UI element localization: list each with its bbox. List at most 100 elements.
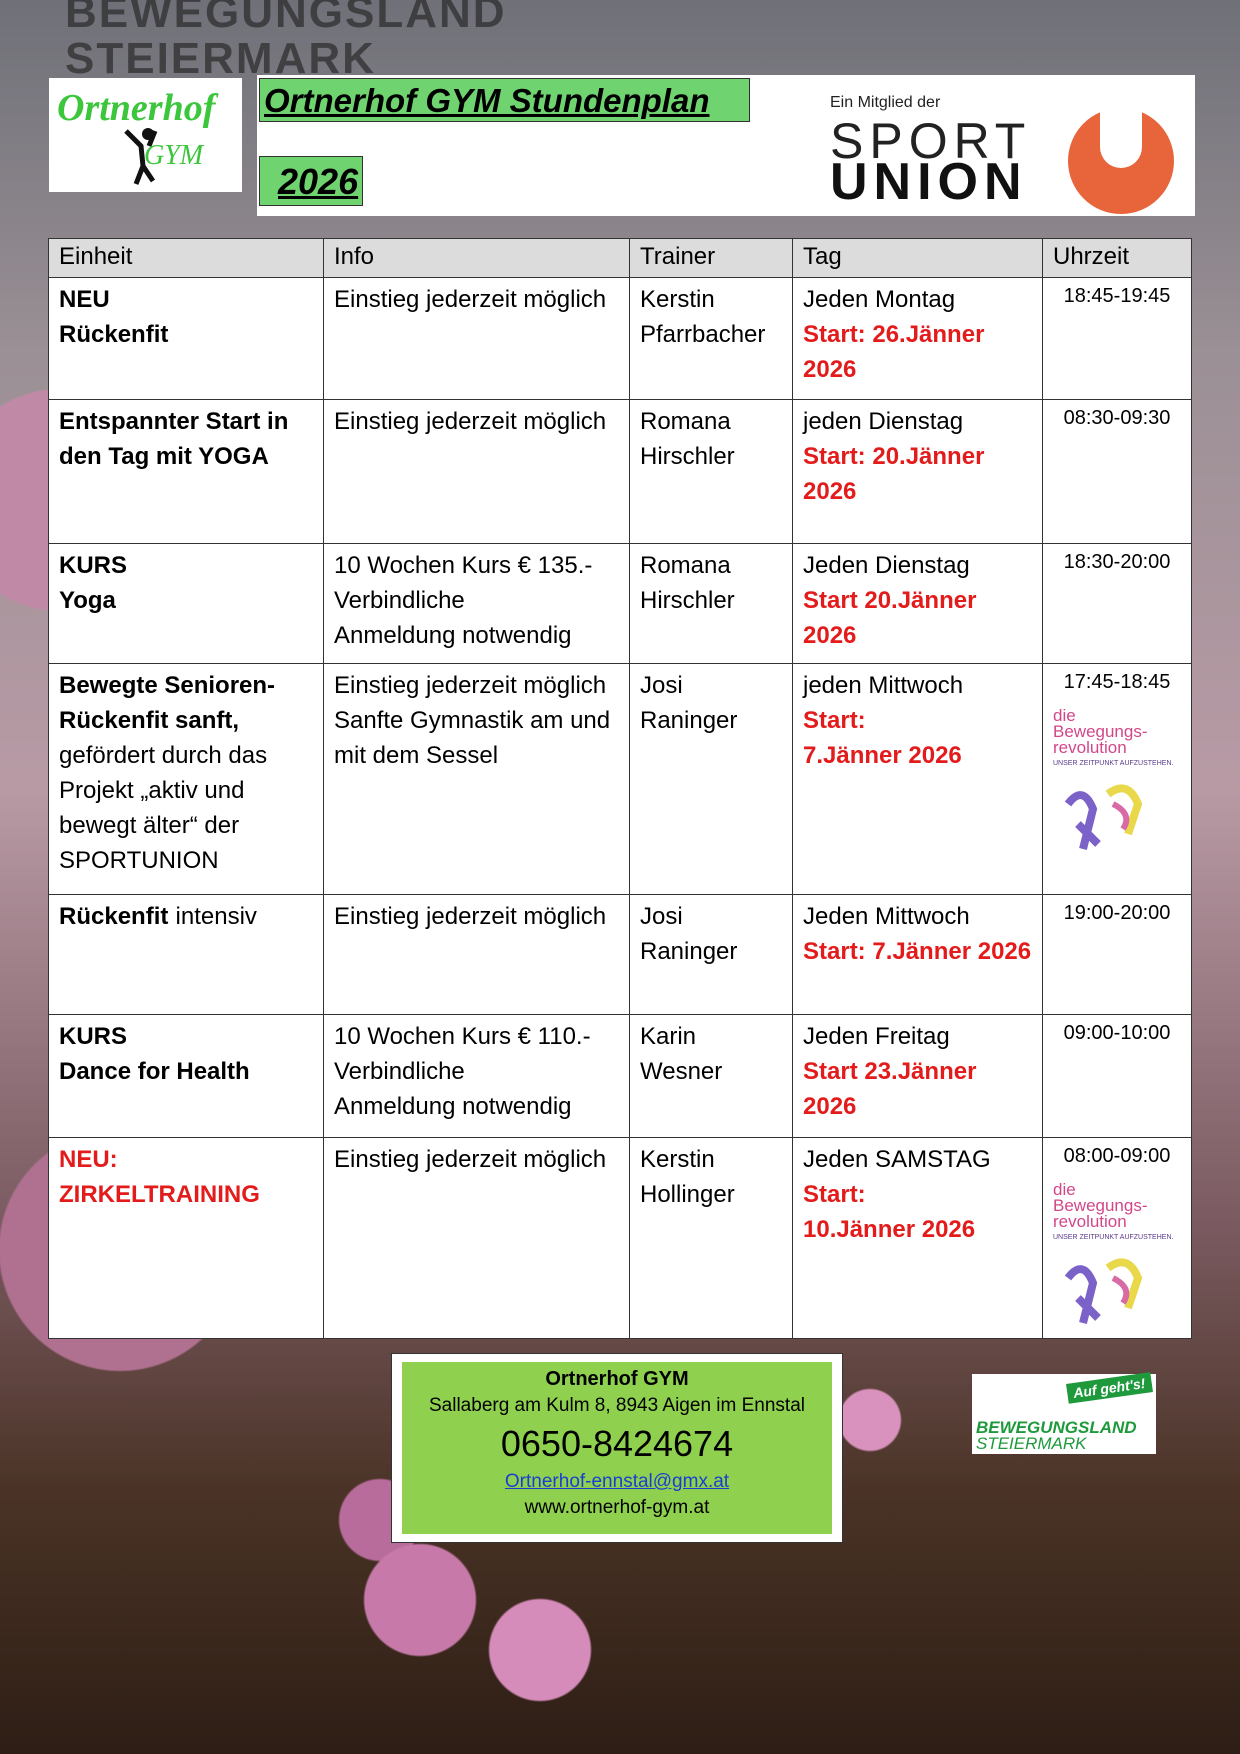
cell-text: ZIRKELTRAINING — [59, 1181, 260, 1208]
cell-text: Kerstin Pfarrbacher — [640, 286, 766, 348]
badge-title: Bewegungs- — [1053, 722, 1148, 741]
column-header: Uhrzeit — [1042, 238, 1192, 278]
cell-text: Start: 26.Jänner 2026 — [803, 321, 985, 383]
table-row: Rückenfit intensiv Einstieg jederzeit mögl… — [48, 894, 1192, 1015]
table-cell: Jeden Dienstag Start 20.Jänner 2026 — [792, 543, 1043, 664]
cell-text: Yoga — [59, 587, 116, 614]
member-logo-mark — [1100, 108, 1142, 168]
badge-figure — [1064, 1258, 1143, 1324]
table-row: KURS Yoga 10 Wochen Kurs € 135.- Verbindlic… — [48, 543, 1192, 664]
badge-figure — [1064, 784, 1143, 850]
contact-web: www.ortnerhof-gym.at — [524, 1497, 710, 1518]
cell-text: gefördert durch das Projekt „aktiv und b… — [59, 742, 268, 874]
cell-text: NEU: — [59, 1146, 118, 1173]
cell-text: jeden Dienstag — [803, 408, 964, 435]
cell-text: Rückenfit — [59, 903, 169, 930]
member-logo-line: UNION — [830, 153, 1028, 211]
cell-text: Romana Hirschler — [640, 552, 735, 614]
badge-title: Bewegungs- — [1053, 1196, 1148, 1215]
badge-title: die — [1053, 706, 1076, 725]
logo-figure — [124, 128, 158, 185]
table-cell: Karin Wesner — [629, 1014, 793, 1138]
cell-text: Einstieg jederzeit möglich — [334, 672, 607, 699]
cell-text: Verbindliche — [334, 587, 465, 614]
cell-text: Jeden Freitag — [803, 1023, 950, 1050]
contact-email[interactable]: Ortnerhof-ennstal@gmx.at — [504, 1471, 730, 1492]
cell-text: NEU — [59, 286, 110, 313]
cell-text: Anmeldung notwendig — [334, 622, 572, 649]
table-cell: KURS Yoga — [48, 543, 324, 664]
table-cell: Einstieg jederzeit möglich — [323, 1137, 630, 1339]
table-cell: Einstieg jederzeit möglich — [323, 399, 630, 544]
table-cell: 08:00-09:00 die Bewegungs-revolution UNSER … — [1042, 1137, 1192, 1339]
table-cell: Rückenfit intensiv — [48, 894, 324, 1015]
partner-slogan: Auf geht's! — [1066, 1372, 1153, 1404]
column-header: Einheit — [48, 238, 324, 278]
cell-text: Einstieg jederzeit möglich — [334, 1146, 607, 1173]
table-cell: Bewegte Senioren-Rückenfit sanft, geförde… — [48, 663, 324, 895]
cell-text: 19:00-20:00 — [1063, 902, 1171, 924]
badge-sub: UNSER ZEITPUNKT AUFZUSTEHEN. — [1053, 1234, 1174, 1241]
background-text: STEIERMARK — [65, 34, 376, 83]
cell-text: Start: — [803, 1181, 866, 1208]
table-cell: 19:00-20:00 — [1042, 894, 1192, 1015]
cell-text: 08:30-09:30 — [1063, 407, 1171, 429]
table-cell: Einstieg jederzeit möglich — [323, 277, 630, 400]
cell-text: Kerstin Hollinger — [640, 1146, 735, 1208]
cell-text: Dance for Health — [59, 1058, 250, 1085]
badge-title: revolution — [1053, 738, 1127, 757]
badge: die Bewegungs-revolution UNSER ZEITPUNKT A… — [1053, 706, 1181, 857]
table-cell: Jeden Mittwoch Start: 7.Jänner 2026 — [792, 894, 1043, 1015]
cell-text: Jeden Mittwoch — [803, 903, 970, 930]
schedule-table: Einheit Info Trainer Tag Uhrzeit NEU Rückenfi… — [48, 238, 1192, 1339]
table-row: NEU: ZIRKELTRAINING Einstieg jederzeit mög… — [48, 1137, 1192, 1339]
table-cell: NEU: ZIRKELTRAINING — [48, 1137, 324, 1339]
contact-panel: Ortnerhof GYM Sallaberg am Kulm 8, 8943 … — [402, 1362, 832, 1534]
cell-text: Romana Hirschler — [640, 408, 735, 470]
cell-text: 10 Wochen Kurs € 135.- — [334, 552, 593, 579]
cell-text: KURS — [59, 552, 128, 579]
table-cell: 18:30-20:00 — [1042, 543, 1192, 664]
table-cell: Jeden Montag Start: 26.Jänner 2026 — [792, 277, 1043, 400]
contact-phone: 0650-8424674 — [500, 1423, 734, 1464]
cell-text: Sanfte Gymnastik am und mit dem Sessel — [334, 707, 611, 769]
partner-line: STEIERMARK — [976, 1434, 1087, 1453]
cell-text: Jeden Dienstag — [803, 552, 970, 579]
cell-text: Rückenfit — [59, 321, 169, 348]
cell-text: intensiv — [175, 903, 257, 930]
table-cell: 10 Wochen Kurs € 110.- Verbindliche Anmeld… — [323, 1014, 630, 1138]
cell-text: Entspannter Start in den Tag mit YOGA — [59, 408, 289, 470]
table-cell: Einstieg jederzeit möglich Sanfte Gymnast… — [323, 663, 630, 895]
badge-title: revolution — [1053, 1212, 1127, 1231]
partner-line: BEWEGUNGSLAND — [976, 1418, 1137, 1437]
cell-text: Jeden SAMSTAG — [803, 1146, 991, 1173]
table-row: NEU Rückenfit Einstieg jederzeit möglich Ke… — [48, 277, 1192, 400]
table-row: Bewegte Senioren-Rückenfit sanft, geförde… — [48, 663, 1192, 895]
column-header: Info — [323, 238, 630, 278]
cell-text: 18:30-20:00 — [1063, 551, 1171, 573]
table-cell: Jeden Freitag Start 23.Jänner 2026 — [792, 1014, 1043, 1138]
contact-address: Sallaberg am Kulm 8, 8943 Aigen im Ennst… — [429, 1395, 805, 1416]
table-cell: Romana Hirschler — [629, 543, 793, 664]
cell-text: Start: 7.Jänner 2026 — [803, 938, 1032, 965]
cell-text: 18:45-19:45 — [1063, 285, 1171, 307]
title: Ortnerhof GYM Stundenplan — [259, 78, 750, 122]
table-cell: NEU Rückenfit — [48, 277, 324, 400]
column-header: Tag — [792, 238, 1043, 278]
member-logo-line: SPORT — [830, 113, 1032, 169]
gym-logo: Ortnerhof GYM — [49, 78, 242, 192]
cell-text: 17:45-18:45 — [1063, 671, 1171, 693]
table-cell: 17:45-18:45 die Bewegungs-revolution UNSER … — [1042, 663, 1192, 895]
table-body: NEU Rückenfit Einstieg jederzeit möglich Ke… — [48, 277, 1192, 1339]
column-header: Trainer — [629, 238, 793, 278]
cell-text: Start 20.Jänner 2026 — [803, 587, 977, 649]
cell-text: Einstieg jederzeit möglich — [334, 903, 607, 930]
table-cell: 10 Wochen Kurs € 135.- Verbindliche Anmeld… — [323, 543, 630, 664]
cell-text: Einstieg jederzeit möglich — [334, 408, 607, 435]
cell-text: Start: 20.Jänner 2026 — [803, 443, 985, 505]
badge: die Bewegungs-revolution UNSER ZEITPUNKT A… — [1053, 1181, 1181, 1331]
background-text: BEWEGUNGSLAND — [65, 0, 507, 37]
cell-text: Bewegte Senioren-Rückenfit sanft, — [59, 672, 276, 734]
table-cell: Kerstin Pfarrbacher — [629, 277, 793, 400]
